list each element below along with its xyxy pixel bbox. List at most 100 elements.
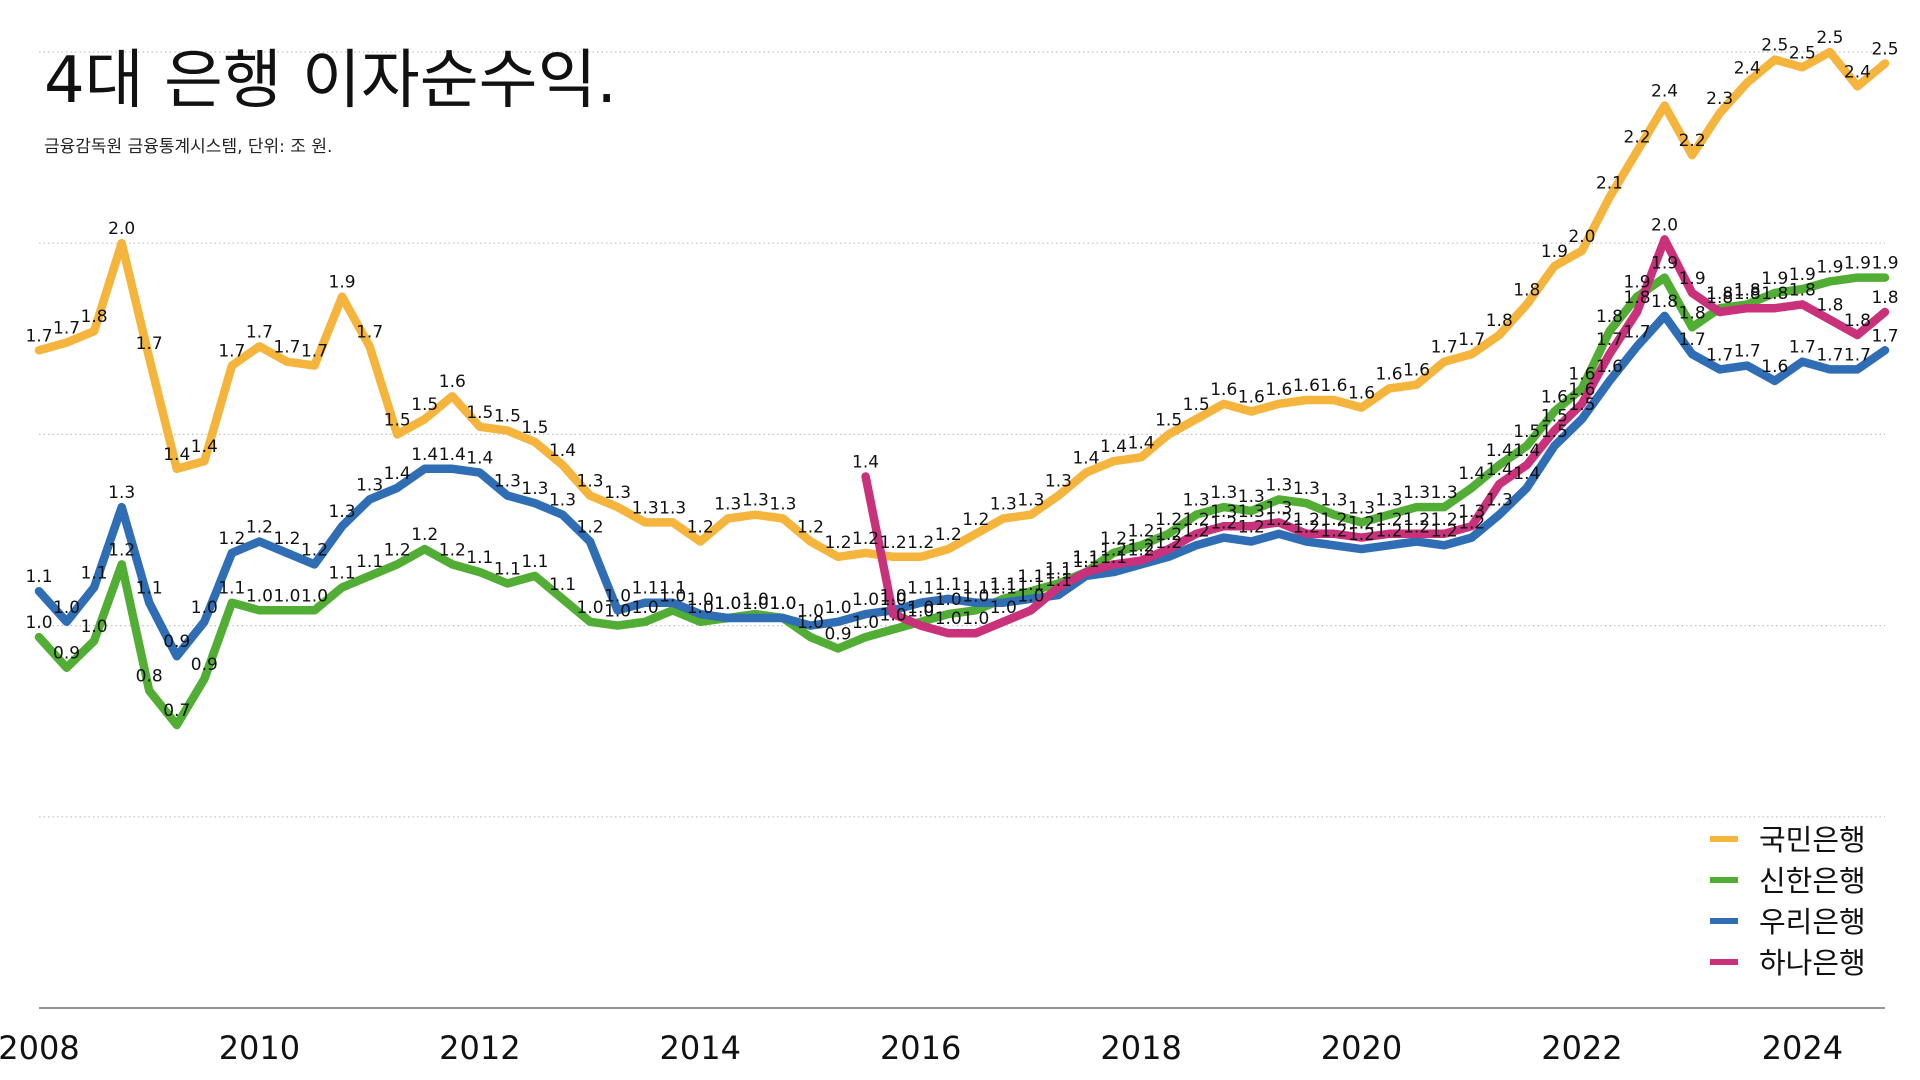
data-label: 1.5 [1541, 407, 1568, 427]
data-label: 1.0 [852, 613, 879, 633]
data-label: 1.2 [1431, 510, 1458, 530]
data-label: 1.6 [1348, 384, 1375, 404]
series-line-3 [34, 311, 1890, 661]
data-label: 1.5 [384, 410, 411, 430]
data-label: 1.5 [1155, 410, 1182, 430]
data-label: 1.0 [824, 598, 851, 618]
data-label: 1.5 [466, 403, 493, 423]
data-label: 1.0 [769, 594, 796, 614]
data-label: 1.3 [1348, 498, 1375, 518]
data-label: 1.3 [1265, 498, 1292, 518]
data-label: 1.7 [1679, 330, 1706, 350]
data-label: 1.1 [1072, 548, 1099, 568]
data-label: 1.2 [1155, 525, 1182, 545]
gridlines [39, 51, 1885, 818]
data-label: 2.2 [1624, 127, 1651, 147]
data-label: 1.3 [604, 483, 631, 503]
data-label: 1.6 [1541, 387, 1568, 407]
data-label: 1.6 [1761, 357, 1788, 377]
data-label: 1.9 [1789, 265, 1816, 285]
legend-item: 국민은행 [1710, 823, 1866, 857]
data-label: 1.6 [1320, 376, 1347, 396]
x-tick-label: 2012 [439, 1029, 520, 1067]
data-label: 1.5 [1513, 422, 1540, 442]
data-label: 1.6 [1265, 380, 1292, 400]
x-tick-label: 2014 [660, 1029, 741, 1067]
data-label: 1.0 [632, 598, 659, 618]
data-label: 1.7 [1596, 330, 1623, 350]
data-label: 1.3 [108, 483, 135, 503]
data-label: 1.2 [1320, 510, 1347, 530]
data-label: 1.6 [1568, 365, 1595, 385]
data-label: 1.3 [1210, 483, 1237, 503]
data-label: 1.2 [1293, 517, 1320, 537]
data-label: 1.0 [797, 602, 824, 622]
data-label: 1.1 [521, 552, 548, 572]
data-label: 1.0 [604, 602, 631, 622]
data-label: 1.2 [797, 517, 824, 537]
data-label: 1.7 [218, 342, 245, 362]
data-label: 1.2 [1348, 525, 1375, 545]
data-label: 1.2 [301, 540, 328, 560]
data-label: 1.0 [25, 613, 52, 633]
data-label: 2.4 [1844, 62, 1871, 82]
data-label: 1.4 [1458, 464, 1485, 484]
data-label: 1.3 [742, 491, 769, 511]
legend-label: 하나은행 [1759, 946, 1866, 980]
data-label: 1.4 [549, 441, 576, 461]
data-label: 1.7 [1706, 345, 1733, 365]
data-label: 1.0 [880, 590, 907, 610]
data-label: 2.5 [1871, 39, 1898, 59]
data-label: 1.2 [1376, 521, 1403, 541]
data-label: 1.1 [25, 567, 52, 587]
data-label: 1.2 [962, 510, 989, 530]
data-label: 1.1 [1045, 571, 1072, 591]
data-label: 1.3 [990, 495, 1017, 515]
data-label: 1.2 [1293, 510, 1320, 530]
data-label: 1.2 [1431, 521, 1458, 541]
data-label: 1.0 [742, 594, 769, 614]
data-label: 1.8 [1706, 284, 1733, 304]
data-label: 1.2 [1155, 510, 1182, 530]
data-label: 1.3 [1238, 487, 1265, 507]
data-label: 1.9 [1651, 254, 1678, 274]
data-label: 1.6 [1403, 361, 1430, 381]
x-tick-label: 2022 [1541, 1029, 1622, 1067]
data-label: 1.3 [1431, 483, 1458, 503]
data-label: 2.0 [1568, 227, 1595, 247]
data-label: 1.9 [1541, 242, 1568, 262]
x-tick-label: 2024 [1762, 1029, 1843, 1067]
data-label: 1.7 [1844, 345, 1871, 365]
data-label: 1.3 [1376, 491, 1403, 511]
data-label: 1.3 [714, 495, 741, 515]
data-label: 2.5 [1816, 28, 1843, 48]
legend-item: 신한은행 [1710, 864, 1866, 898]
data-label: 1.9 [329, 273, 356, 293]
data-label: 0.9 [163, 632, 190, 652]
data-label: 1.3 [329, 502, 356, 522]
data-label: 1.2 [824, 533, 851, 553]
data-label: 1.8 [1596, 307, 1623, 327]
data-label: 1.6 [439, 372, 466, 392]
data-label: 1.9 [1679, 269, 1706, 289]
legend-label: 신한은행 [1759, 864, 1866, 898]
data-label: 1.2 [1128, 537, 1155, 557]
data-label: 1.2 [1238, 517, 1265, 537]
data-label: 1.0 [935, 609, 962, 629]
data-label: 1.1 [907, 579, 934, 599]
data-label: 1.8 [1624, 288, 1651, 308]
data-label: 1.2 [1128, 521, 1155, 541]
data-label: 1.3 [659, 498, 686, 518]
data-label: 1.8 [1679, 303, 1706, 323]
data-label: 1.0 [659, 586, 686, 606]
data-label: 1.3 [1403, 483, 1430, 503]
data-label: 1.7 [273, 338, 300, 358]
data-label: 1.0 [714, 594, 741, 614]
data-label: 1.0 [1017, 586, 1044, 606]
data-label: 1.1 [466, 548, 493, 568]
data-label: 1.1 [1017, 567, 1044, 587]
data-label: 1.9 [1871, 254, 1898, 274]
data-label: 1.7 [25, 326, 52, 346]
data-label: 1.7 [53, 319, 80, 339]
data-label: 1.4 [411, 445, 438, 465]
